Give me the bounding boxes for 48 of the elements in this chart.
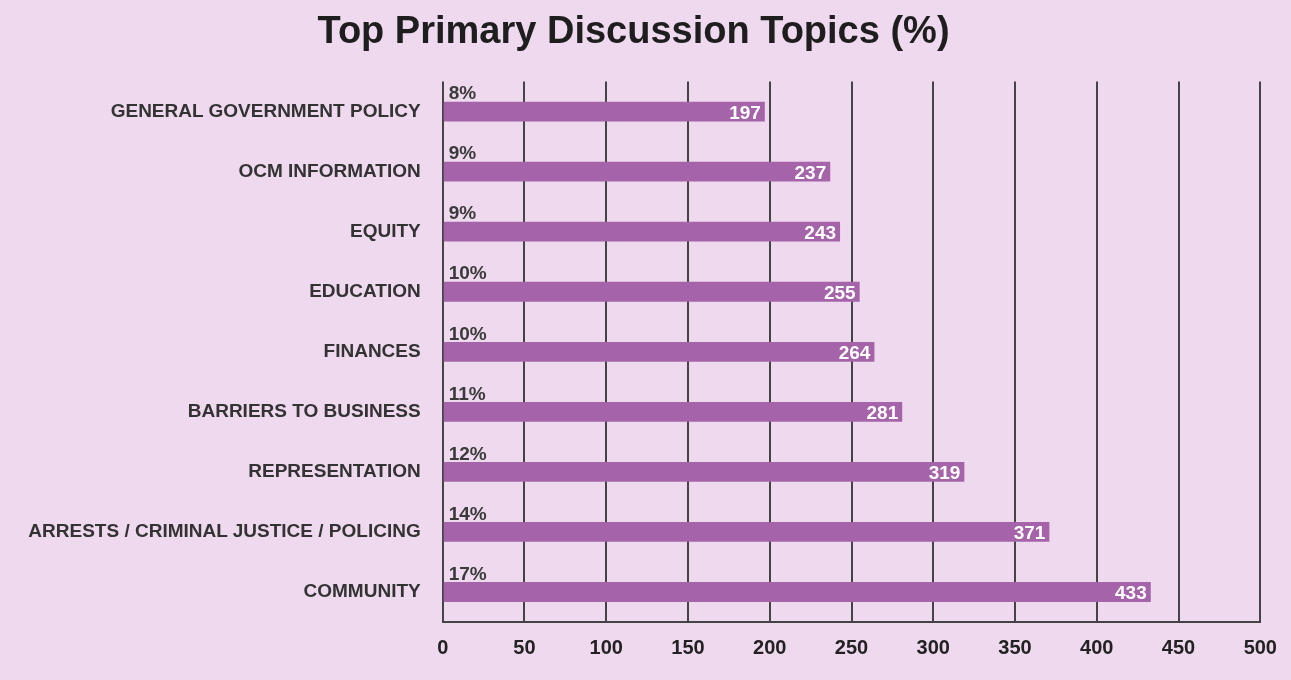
x-tick-label: 500 [1243, 635, 1277, 658]
bar [443, 101, 765, 122]
bar [443, 461, 965, 482]
bar [443, 582, 1151, 602]
x-tick-label: 200 [753, 635, 787, 658]
x-tick-label: 50 [513, 635, 536, 658]
bar [443, 341, 875, 362]
y-tick-label: OCM INFORMATION [238, 159, 421, 181]
bar [443, 161, 831, 182]
data-label: 433 [1115, 582, 1147, 604]
annotation: 9% [448, 202, 477, 224]
data-label: 281 [866, 402, 899, 424]
x-tick-label: 250 [834, 635, 869, 658]
y-tick-label: FINANCES [323, 340, 421, 362]
data-label: 243 [804, 221, 837, 243]
x-tick-label: 0 [437, 635, 449, 658]
x-tick-label: 350 [998, 635, 1032, 658]
y-tick-label: EQUITY [349, 219, 422, 241]
annotation: 14% [448, 502, 487, 524]
bar [443, 281, 860, 302]
annotation: 12% [448, 442, 487, 464]
bar [443, 522, 1050, 542]
y-tick-label: ARRESTS / CRIMINAL JUSTICE / POLICING [28, 520, 421, 542]
annotation: 8% [448, 82, 477, 104]
x-tick-label: 400 [1080, 635, 1114, 658]
data-label: 319 [928, 462, 961, 484]
data-label: 197 [729, 101, 761, 123]
y-tick-label: REPRESENTATION [248, 460, 421, 482]
data-label: 255 [823, 281, 857, 303]
annotation: 10% [448, 262, 487, 284]
y-tick-label: EDUCATION [309, 279, 421, 301]
x-tick-label: 450 [1161, 635, 1196, 658]
annotation: 11% [448, 382, 486, 404]
y-tick-label: GENERAL GOVERNMENT POLICY [110, 99, 422, 121]
data-label: 264 [838, 342, 871, 364]
annotation: 17% [448, 562, 487, 584]
x-tick-label: 300 [916, 635, 950, 658]
annotation: 9% [448, 142, 477, 164]
annotation: 10% [448, 322, 487, 344]
data-label: 237 [794, 161, 827, 183]
x-tick-label: 100 [589, 635, 623, 658]
y-tick-label: BARRIERS TO BUSINESS [187, 400, 421, 422]
data-label: 371 [1013, 522, 1046, 544]
chart-title: Top Primary Discussion Topics (%) [317, 9, 950, 52]
y-tick-label: COMMUNITY [303, 580, 422, 602]
bar [443, 221, 841, 242]
bar [443, 401, 903, 422]
x-tick-label: 150 [671, 635, 705, 658]
